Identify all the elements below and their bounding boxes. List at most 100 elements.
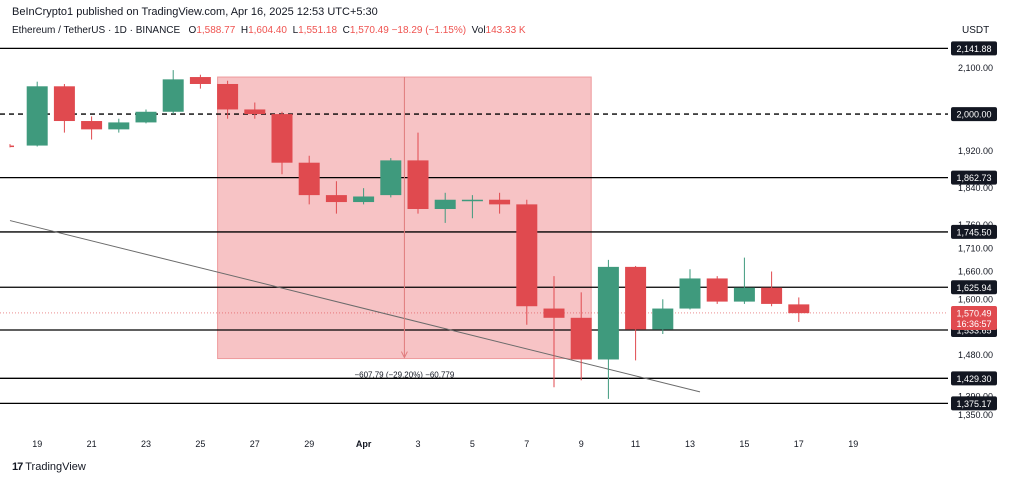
x-tick-label: 7 xyxy=(524,439,529,449)
candle-body xyxy=(679,278,701,309)
level-label: 1,862.73 xyxy=(951,170,997,185)
level-label-text: 1,625.94 xyxy=(956,283,991,293)
y-tick-label: 1,350.00 xyxy=(958,410,993,420)
candle-body xyxy=(135,111,157,123)
level-label: 1,429.30 xyxy=(951,371,997,386)
brand-name: TradingView xyxy=(25,461,86,473)
candle xyxy=(325,181,347,214)
candle-body xyxy=(434,199,456,209)
candle xyxy=(733,257,755,304)
candle-body xyxy=(461,199,483,202)
x-tick-label: 23 xyxy=(141,439,151,449)
candle-body xyxy=(298,162,320,196)
symbol-name[interactable]: Ethereum / TetherUS · 1D · BINANCE xyxy=(12,25,181,36)
level-label-text: 1,429.30 xyxy=(956,374,991,384)
candle-body xyxy=(597,266,619,360)
candle xyxy=(652,299,674,335)
level-label-box xyxy=(951,170,997,185)
candle xyxy=(570,292,592,381)
candle-body xyxy=(516,204,538,307)
candle xyxy=(761,271,783,307)
candle xyxy=(706,276,728,304)
ohlc-low: L1,551.18 xyxy=(292,25,338,36)
candle-body xyxy=(788,304,810,314)
level-label: 1,375.17 xyxy=(951,396,997,411)
x-tick-label: Apr xyxy=(356,439,372,449)
candle xyxy=(271,111,293,175)
tradingview-brand[interactable]: 17 TradingView xyxy=(12,461,86,473)
x-tick-label: 13 xyxy=(685,439,695,449)
level-label-text: 1,375.17 xyxy=(956,399,991,409)
ohlc-open: O1,588.77 xyxy=(188,25,236,36)
candle-body xyxy=(706,278,728,302)
y-tick-label: 2,100.00 xyxy=(958,63,993,73)
level-label: 1,745.50 xyxy=(951,224,997,239)
measure-arrow-head xyxy=(400,351,408,359)
candle-body xyxy=(543,308,565,318)
candle xyxy=(26,81,48,147)
x-tick-label: 29 xyxy=(304,439,314,449)
x-tick-label: 27 xyxy=(250,439,260,449)
candle-body xyxy=(325,195,347,203)
level-label-box xyxy=(951,107,997,122)
candle xyxy=(108,118,130,133)
candle-body xyxy=(162,79,184,112)
y-tick-label: 1,920.00 xyxy=(958,146,993,156)
ohlc-volume: Vol143.33 K xyxy=(471,25,526,36)
publisher-caption: BeInCrypto1 published on TradingView.com… xyxy=(12,6,378,18)
candle xyxy=(679,269,701,310)
x-tick-label: 11 xyxy=(631,439,640,449)
x-tick-label: 19 xyxy=(848,439,858,449)
candle-body xyxy=(189,77,211,84)
current-price-box xyxy=(951,305,997,330)
candle xyxy=(244,102,266,119)
candle-body xyxy=(407,160,429,209)
y-tick-label: 1,480.00 xyxy=(958,350,993,360)
candle xyxy=(788,297,810,322)
level-label: 1,625.94 xyxy=(951,280,997,295)
candle-body xyxy=(217,83,239,110)
candle-body xyxy=(761,287,783,304)
candle xyxy=(489,192,511,214)
level-label-text: 1,533.65 xyxy=(956,326,991,336)
ohlc-high: H1,604.40 xyxy=(240,25,287,36)
y-tick-label: 1,660.00 xyxy=(958,267,993,277)
candle-body xyxy=(625,266,647,330)
level-label: 2,141.88 xyxy=(951,41,997,56)
candle xyxy=(353,188,375,205)
level-label-box xyxy=(951,224,997,239)
candle xyxy=(189,74,211,89)
tradingview-logo-icon: 17 xyxy=(12,461,23,473)
ohlc-close: C1,570.49 xyxy=(342,25,389,36)
candle xyxy=(461,195,483,219)
level-label-text: 1,745.50 xyxy=(956,227,991,237)
current-price-text: 1,570.49 xyxy=(956,308,991,318)
candle xyxy=(217,80,239,119)
candle xyxy=(53,83,75,133)
trendline xyxy=(9,220,701,393)
x-tick-label: 9 xyxy=(579,439,584,449)
candle xyxy=(380,158,402,198)
candle-body xyxy=(489,199,511,205)
candle xyxy=(162,70,184,115)
candle-body xyxy=(733,287,755,302)
countdown-text: 16:36:57 xyxy=(956,319,991,329)
level-label: 2,000.00 xyxy=(951,107,997,122)
candle xyxy=(543,276,565,388)
candle-body xyxy=(271,114,293,163)
level-label-box xyxy=(951,371,997,386)
x-tick-label: 21 xyxy=(87,439,97,449)
candle-body xyxy=(380,160,402,196)
level-label-text: 1,862.73 xyxy=(956,173,991,183)
candle-body xyxy=(244,109,266,115)
level-label-box xyxy=(951,396,997,411)
candle xyxy=(407,132,429,214)
x-tick-label: 19 xyxy=(32,439,42,449)
candle xyxy=(625,265,647,361)
candle xyxy=(434,192,456,223)
level-label-box xyxy=(951,280,997,295)
candle xyxy=(135,109,157,124)
x-tick-label: 25 xyxy=(195,439,205,449)
